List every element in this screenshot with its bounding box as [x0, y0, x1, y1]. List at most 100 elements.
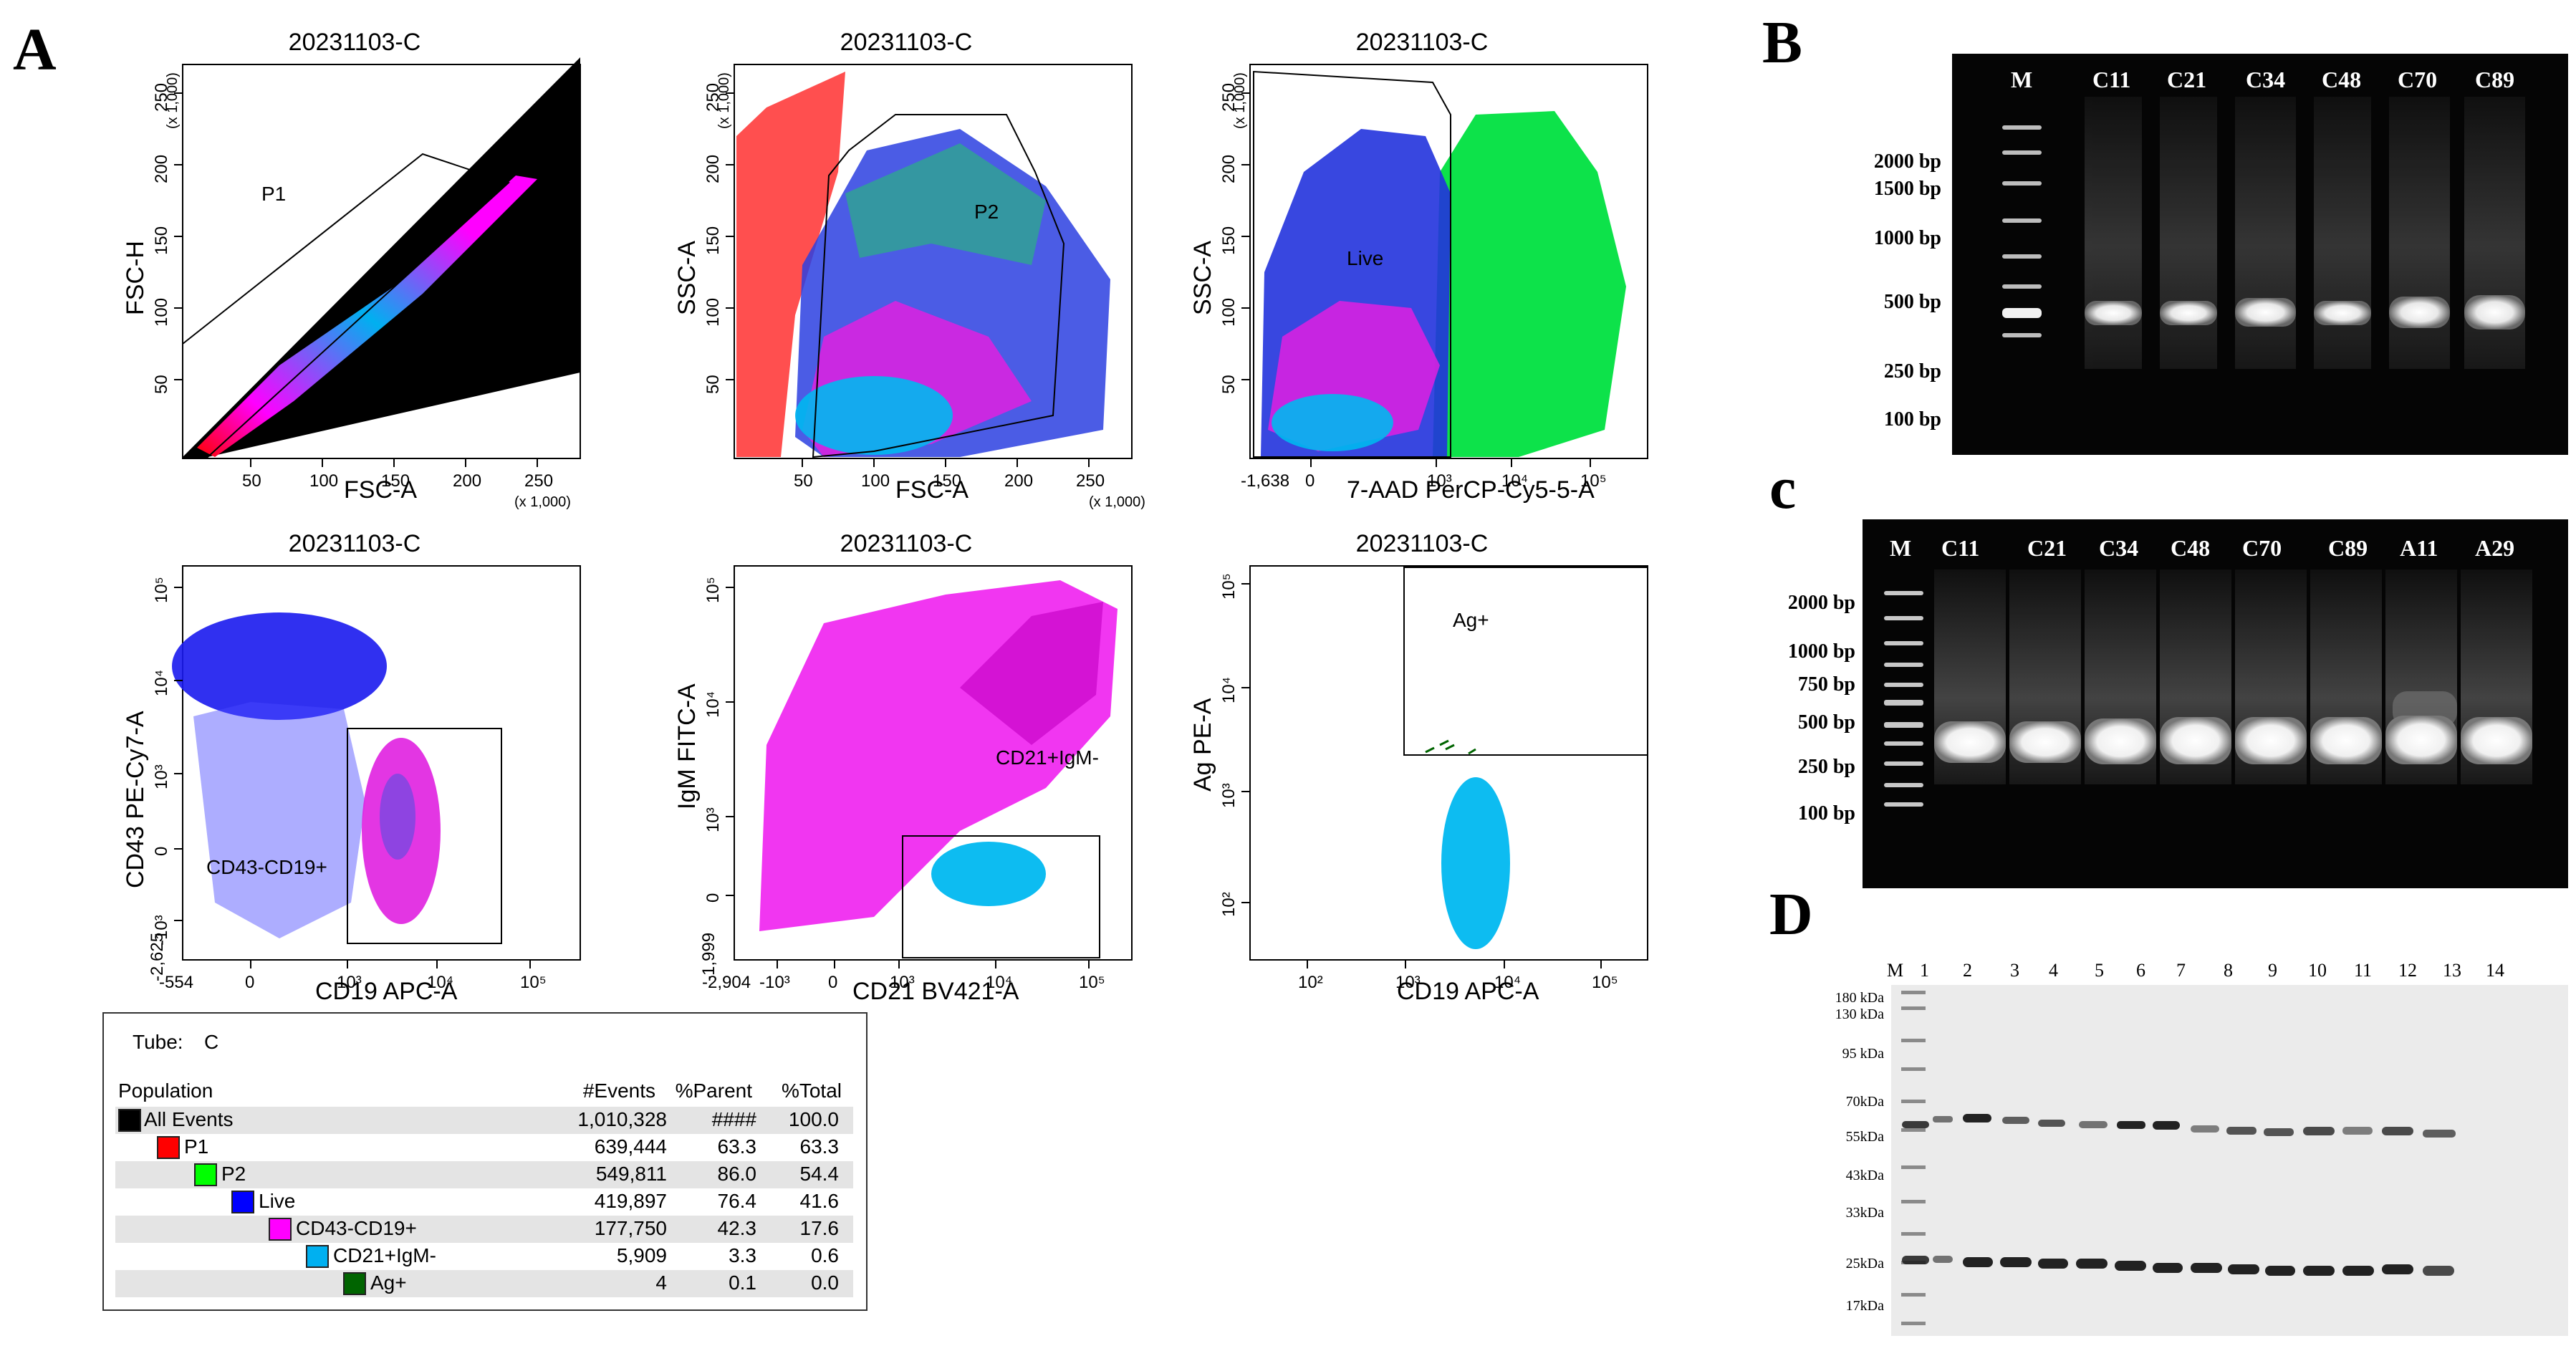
lane-label: 3 — [2010, 960, 2019, 981]
percent-total: 63.3 — [799, 1135, 840, 1158]
population-color-swatch — [231, 1191, 254, 1213]
bp-marker: 1500 bp — [1873, 178, 1941, 200]
plot-title: 20231103-C — [288, 530, 421, 557]
x-tick: 10⁵ — [1592, 973, 1618, 992]
y-axis-title: CD43 PE-Cy7-A — [122, 711, 149, 888]
lane-label: 6 — [2136, 960, 2145, 981]
y-tick: 100 — [152, 297, 171, 327]
gate-label: CD21+IgM- — [996, 746, 1099, 769]
lane-label: C48 — [2322, 67, 2362, 92]
panel-letter-a: A — [13, 16, 57, 83]
p1-gate — [182, 153, 510, 458]
lane-label: C34 — [2099, 535, 2139, 561]
p2-green-speckle — [845, 143, 1046, 265]
x-axis-title: 7-AAD PerCP-Cy5-5-A — [1347, 476, 1595, 504]
gel-b-bands — [2002, 97, 2525, 369]
x-tick: 150 — [381, 471, 410, 491]
x-axis-title: CD19 APC-A — [1397, 978, 1539, 1005]
cd43-cd19-blue-core — [380, 774, 415, 860]
x-unit: (x 1,000) — [1089, 494, 1145, 510]
events-count: 549,811 — [595, 1163, 667, 1185]
ag-neg-cyan-cloud — [1441, 777, 1510, 949]
flow-plot-ag: 20231103-C Ag+ 10² 10³ 10⁴ 10⁵ 10² 10³ 1… — [1175, 530, 1669, 1005]
y-tick: 10³ — [152, 764, 171, 789]
kda-marker: 17kDa — [1845, 1298, 1884, 1314]
x-tick: 10³ — [1427, 471, 1452, 491]
lane-label: C70 — [2398, 67, 2438, 92]
flow-plot-canvas — [1241, 565, 1648, 968]
x-tick: 10⁵ — [520, 973, 547, 992]
x-tick: 10³ — [337, 973, 362, 992]
debris-red-cloud — [736, 72, 845, 457]
y-tick: 150 — [1219, 226, 1239, 255]
lane-label: C11 — [2092, 67, 2131, 92]
y-axis-title: IgM FITC-A — [673, 683, 701, 809]
percent-total: 100.0 — [788, 1108, 839, 1130]
lane-label: C70 — [2242, 535, 2282, 561]
x-tick: 0 — [1305, 471, 1315, 491]
x-tick: -2,904 — [702, 973, 751, 992]
bp-marker: 2000 bp — [1787, 592, 1855, 614]
lane-label: A29 — [2475, 535, 2515, 561]
y-axis-title: SSC-A — [1189, 241, 1216, 315]
lane-label: M — [1890, 535, 1912, 561]
y-tick: 10⁴ — [1219, 676, 1239, 703]
bp-marker: 750 bp — [1797, 673, 1855, 696]
blot-d-bands — [1901, 991, 2456, 1325]
x-tick: 10² — [1298, 973, 1323, 992]
y-unit: (x 1,000) — [1232, 72, 1248, 129]
igm-magenta-dense — [960, 602, 1103, 745]
y-tick: 50 — [1219, 375, 1239, 394]
x-tick: 10⁵ — [1079, 973, 1105, 992]
percent-parent: 0.1 — [729, 1271, 756, 1294]
y-tick: 100 — [703, 297, 723, 327]
y-tick: 50 — [152, 375, 171, 394]
kda-marker: 180 kDa — [1835, 990, 1884, 1006]
bp-marker: 1000 bp — [1873, 227, 1941, 249]
dead-green-cloud — [1433, 111, 1626, 457]
y-tick: 200 — [1219, 154, 1239, 183]
lane-label: 13 — [2443, 960, 2461, 981]
percent-total: 0.6 — [811, 1244, 839, 1266]
percent-parent: 3.3 — [729, 1244, 756, 1266]
x-tick: 150 — [933, 471, 962, 491]
flow-plot-live: 20231103-C Live -1,638 0 10³ 10⁴ 10⁵ 50 … — [1175, 29, 1669, 504]
gate-label: P2 — [974, 201, 999, 223]
lane-label: 5 — [2095, 960, 2104, 981]
table-row: Live 419,897 76.4 41.6 — [115, 1188, 853, 1216]
x-axis-title: FSC-A — [895, 476, 969, 504]
x-tick: -1,638 — [1241, 471, 1290, 491]
live-cyan-core — [1272, 394, 1393, 451]
population-name: All Events — [144, 1108, 234, 1130]
y-tick: -1,999 — [699, 932, 719, 981]
header-events: #Events — [582, 1080, 655, 1102]
lane-label: 8 — [2224, 960, 2233, 981]
y-tick: 10⁴ — [152, 669, 171, 696]
y-tick: 10² — [1219, 892, 1239, 917]
x-tick: 10⁴ — [986, 973, 1013, 992]
panel-letter-b: B — [1762, 9, 1803, 76]
flow-plot-ssc-fsc: 20231103-C P2 50 100 150 200 250 50 100 … — [659, 29, 1153, 510]
population-table: Tube: C Population #Events %Parent %Tota… — [102, 1012, 868, 1311]
table-row: Ag+ 4 0.1 0.0 — [115, 1270, 853, 1297]
x-tick: 100 — [861, 471, 890, 491]
lane-label: C89 — [2475, 67, 2515, 92]
cd43-pos-blue-cloud — [172, 612, 387, 720]
x-tick: 0 — [245, 973, 255, 992]
lane-label: 12 — [2398, 960, 2417, 981]
lane-label: 4 — [2049, 960, 2058, 981]
y-tick: 10⁵ — [1219, 573, 1239, 600]
bp-marker: 500 bp — [1883, 291, 1941, 313]
cd43-cd19-gate — [347, 728, 502, 944]
percent-parent: 42.3 — [717, 1217, 757, 1239]
header-total: %Total — [781, 1080, 842, 1102]
x-axis-title: CD19 APC-A — [315, 978, 458, 1005]
y-tick: 10³ — [1219, 783, 1239, 808]
bp-marker: 100 bp — [1797, 802, 1855, 824]
flow-plot-canvas — [174, 57, 581, 467]
gel-b: M C11 C21 C34 C48 C70 C89 — [1952, 54, 2568, 455]
percent-parent: 63.3 — [717, 1135, 757, 1158]
events-count: 419,897 — [594, 1190, 667, 1212]
y-tick: 150 — [703, 226, 723, 255]
lane-label: A11 — [2400, 535, 2438, 561]
